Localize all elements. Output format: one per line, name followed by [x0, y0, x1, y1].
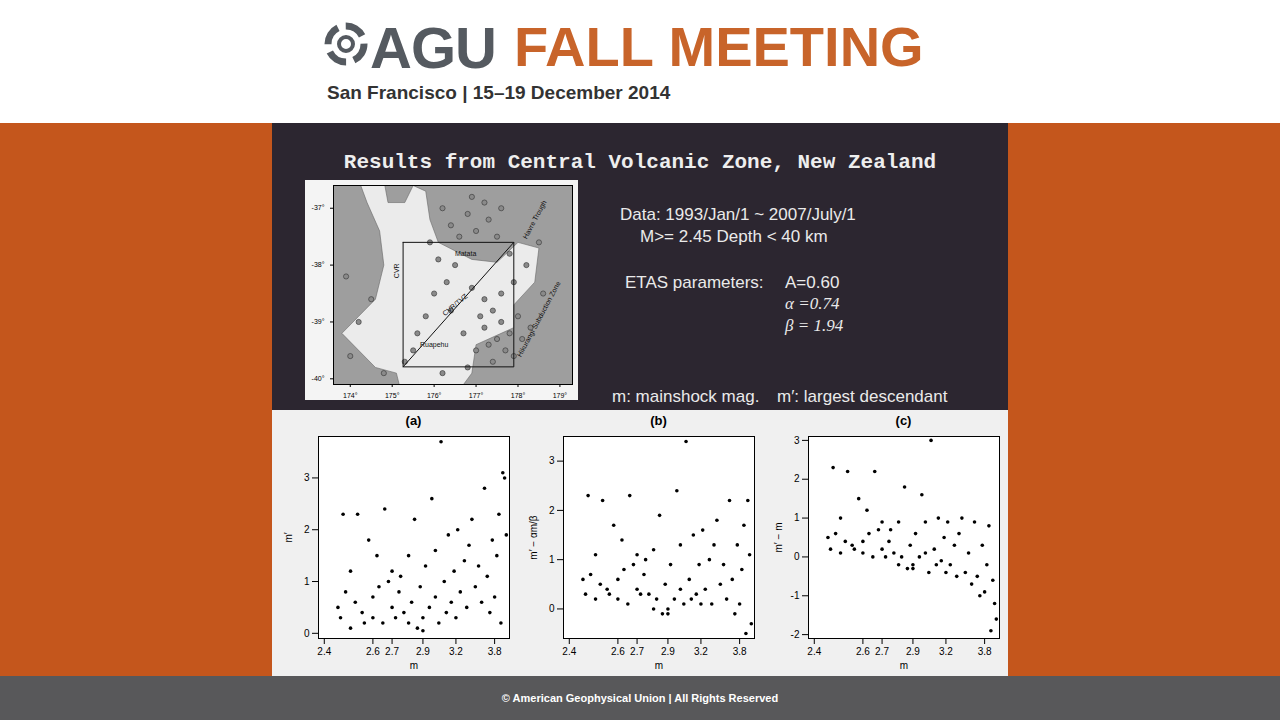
svg-text:3.8: 3.8 [733, 646, 747, 657]
html-text:m: mainshock mag.: m: mainshock mag. [612, 387, 760, 406]
svg-text:Matata: Matata [455, 250, 477, 257]
svg-text:174°: 174° [343, 392, 358, 399]
svg-text:0: 0 [794, 551, 800, 562]
svg-text:m′ − m: m′ − m [773, 523, 784, 553]
svg-text:3: 3 [549, 455, 555, 466]
svg-text:-2: -2 [791, 629, 800, 640]
svg-text:m′ − αm/β: m′ − αm/β [528, 515, 539, 559]
svg-text:2.6: 2.6 [856, 646, 870, 657]
svg-text:0: 0 [304, 628, 310, 639]
html-text:Results from Central Volcanic: Results from Central Volcanic Zone, New … [343, 151, 937, 174]
html-text:A=0.60: A=0.60 [785, 273, 840, 292]
svg-text:m: m [900, 660, 908, 671]
svg-text:3.2: 3.2 [449, 646, 463, 657]
svg-text:-37°: -37° [312, 204, 325, 211]
svg-text:2.6: 2.6 [611, 646, 625, 657]
svg-text:3: 3 [794, 435, 800, 446]
svg-text:0: 0 [549, 603, 555, 614]
svg-text:2: 2 [549, 505, 555, 516]
svg-text:-38°: -38° [312, 261, 325, 268]
html-text:Data: 1993/Jan/1 ~ 2007/July/1: Data: 1993/Jan/1 ~ 2007/July/1 [620, 205, 856, 224]
svg-text:-1: -1 [791, 590, 800, 601]
svg-text:CVR: CVR [393, 263, 400, 278]
svg-text:2: 2 [794, 473, 800, 484]
svg-text:CVR/TVZ: CVR/TVZ [441, 292, 469, 317]
html-text:San Francisco | 15–19 December: San Francisco | 15–19 December 2014 [327, 82, 671, 103]
svg-text:2.6: 2.6 [366, 646, 380, 657]
svg-text:1: 1 [304, 576, 310, 587]
html-text:AGU FALL MEETING: AGU FALL MEETING [370, 15, 924, 80]
svg-text:2: 2 [304, 524, 310, 535]
html-text:ETAS parameters:: ETAS parameters: [625, 273, 764, 292]
svg-text:Hikurangi Subduction Zone: Hikurangi Subduction Zone [516, 280, 563, 358]
svg-text:178°: 178° [511, 392, 526, 399]
svg-text:176°: 176° [427, 392, 442, 399]
html-text:(a): (a) [405, 413, 422, 428]
svg-text:179°: 179° [553, 392, 568, 399]
html-text:m′: largest descendant: m′: largest descendant [777, 387, 948, 406]
svg-text:175°: 175° [385, 392, 400, 399]
html-text:α =0.74: α =0.74 [785, 294, 840, 313]
svg-text:m′: m′ [283, 532, 294, 542]
svg-text:2.7: 2.7 [875, 646, 889, 657]
svg-text:2.4: 2.4 [562, 646, 576, 657]
svg-text:2.4: 2.4 [317, 646, 331, 657]
svg-text:3.2: 3.2 [939, 646, 953, 657]
svg-text:Havre Trough: Havre Trough [521, 199, 548, 240]
svg-text:m: m [655, 660, 663, 671]
svg-text:2.9: 2.9 [661, 646, 675, 657]
svg-text:3.8: 3.8 [978, 646, 992, 657]
svg-text:2.9: 2.9 [906, 646, 920, 657]
svg-text:3: 3 [304, 472, 310, 483]
html-text:β = 1.94: β = 1.94 [785, 316, 844, 335]
svg-text:-40°: -40° [312, 375, 325, 382]
svg-text:2.4: 2.4 [807, 646, 821, 657]
svg-text:3.8: 3.8 [488, 646, 502, 657]
html-text:(b): (b) [650, 413, 667, 428]
svg-text:2.9: 2.9 [416, 646, 430, 657]
html-text:© American Geophysical Union |: © American Geophysical Union | All Right… [501, 692, 779, 704]
svg-text:2.7: 2.7 [385, 646, 399, 657]
svg-text:m: m [410, 660, 418, 671]
svg-text:2.7: 2.7 [630, 646, 644, 657]
html-text:(c): (c) [895, 413, 912, 428]
svg-text:1: 1 [794, 512, 800, 523]
svg-text:1: 1 [549, 554, 555, 565]
svg-text:-39°: -39° [312, 318, 325, 325]
html-text:M>= 2.45 Depth < 40 km: M>= 2.45 Depth < 40 km [640, 227, 828, 246]
svg-text:3.2: 3.2 [694, 646, 708, 657]
svg-text:177°: 177° [469, 392, 484, 399]
svg-text:Ruapehu: Ruapehu [420, 341, 449, 349]
